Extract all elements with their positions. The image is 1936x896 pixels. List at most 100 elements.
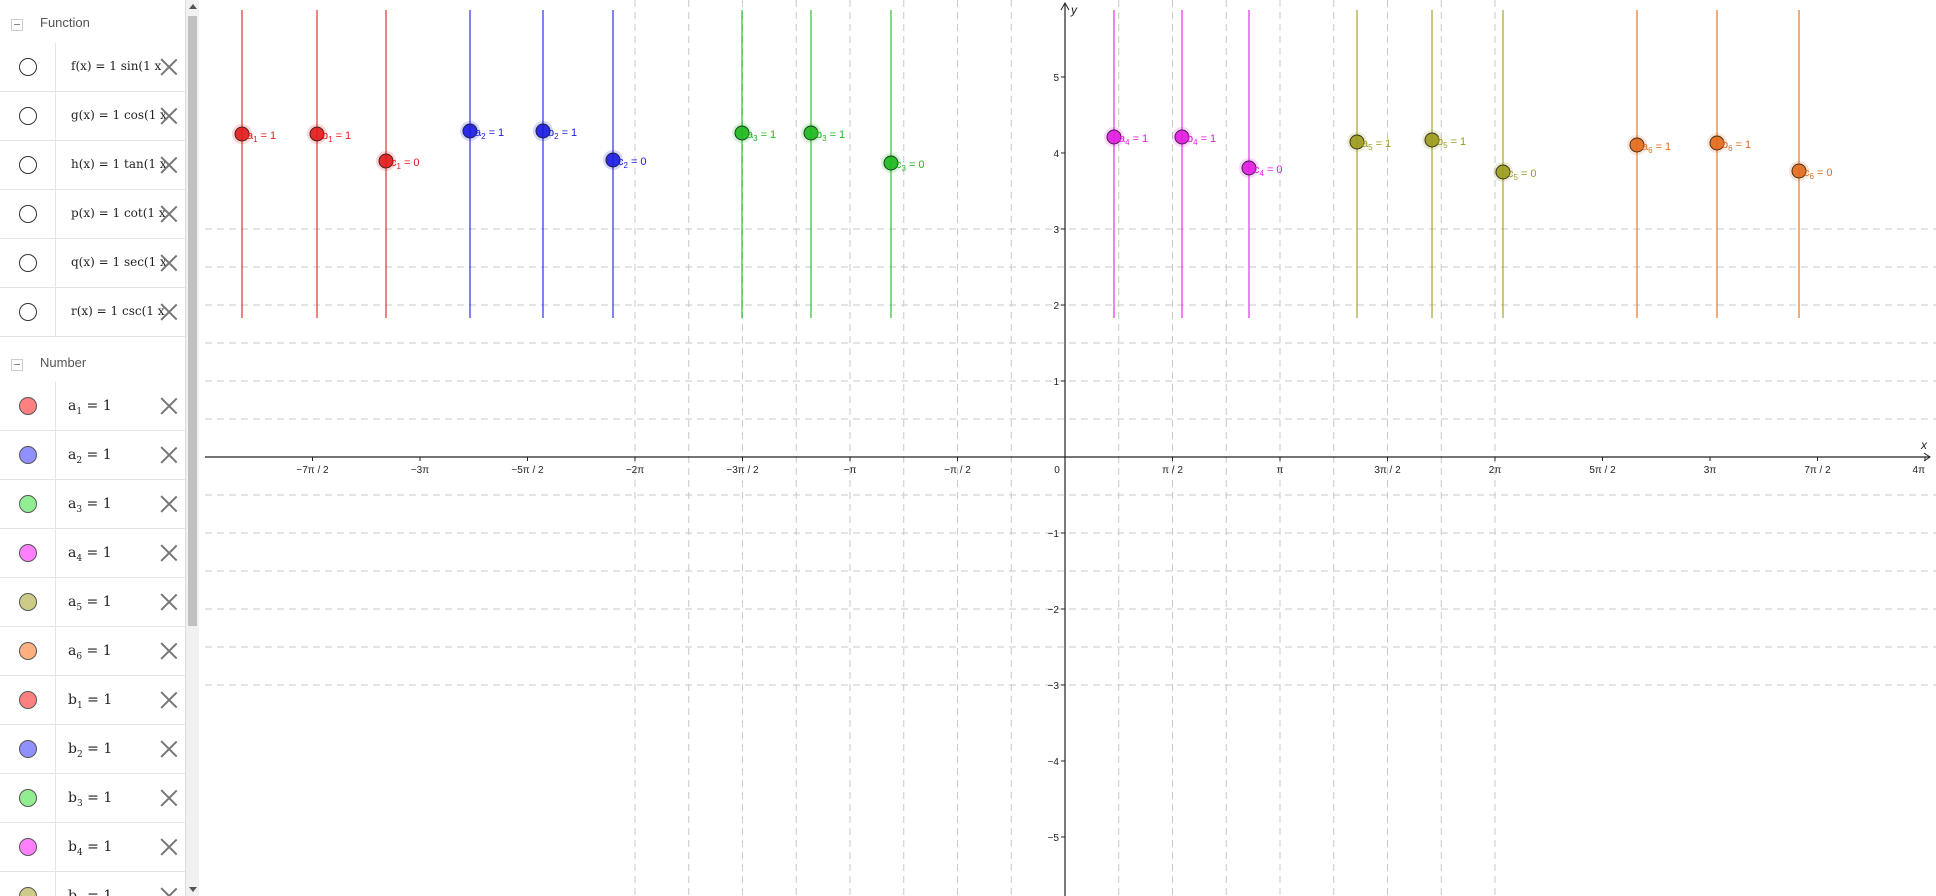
delete-icon[interactable] [160, 593, 178, 611]
slider-handle[interactable] [1629, 137, 1645, 153]
delete-icon[interactable] [160, 205, 178, 223]
delete-icon[interactable] [160, 254, 178, 272]
function-definition[interactable]: g(x) = 1 cos(1 x [71, 108, 167, 122]
number-row[interactable]: a6 = 1 [0, 627, 185, 676]
slider-handle[interactable] [1349, 134, 1365, 150]
function-r-row[interactable]: r(x) = 1 csc(1 x [0, 288, 185, 337]
slider-halo [881, 153, 901, 173]
visibility-toggle[interactable] [19, 254, 37, 272]
slider-handle[interactable] [605, 152, 621, 168]
delete-icon[interactable] [160, 446, 178, 464]
number-definition[interactable]: a6 = 1 [68, 643, 173, 662]
number-row[interactable]: a2 = 1 [0, 431, 185, 480]
number-row[interactable]: b3 = 1 [0, 774, 185, 823]
number-row[interactable]: b4 = 1 [0, 872, 185, 896]
slider-handle[interactable] [734, 125, 750, 141]
y-axis-label: y [1070, 3, 1078, 17]
number-definition[interactable]: b4 = 1 [68, 839, 173, 858]
number-definition[interactable]: b2 = 1 [68, 741, 173, 760]
visibility-toggle[interactable] [19, 495, 37, 513]
number-row[interactable]: b2 = 1 [0, 725, 185, 774]
function-group-header[interactable]: Function [0, 6, 185, 42]
slider-handle[interactable] [1791, 163, 1807, 179]
slider-handle[interactable] [1174, 129, 1190, 145]
number-definition[interactable]: a5 = 1 [68, 594, 173, 613]
slider-handle[interactable] [883, 155, 899, 171]
number-row[interactable]: a3 = 1 [0, 480, 185, 529]
visibility-toggle[interactable] [19, 205, 37, 223]
var-subscript: 2 [554, 132, 559, 141]
function-definition[interactable]: q(x) = 1 sec(1 x [71, 255, 167, 269]
visibility-toggle[interactable] [19, 789, 37, 807]
collapse-icon[interactable] [11, 19, 23, 31]
slider-handle[interactable] [234, 126, 250, 142]
number-definition[interactable]: a1 = 1 [68, 398, 173, 417]
number-definition[interactable]: b4 = 1 [68, 888, 173, 896]
scroll-thumb[interactable] [188, 16, 197, 626]
number-definition[interactable]: b3 = 1 [68, 790, 173, 809]
function-p-row[interactable]: p(x) = 1 cot(1 x [0, 190, 185, 239]
visibility-toggle[interactable] [19, 156, 37, 174]
algebra-scrollbar[interactable] [185, 0, 199, 896]
delete-icon[interactable] [160, 58, 178, 76]
slider-handle[interactable] [803, 125, 819, 141]
visibility-toggle[interactable] [19, 446, 37, 464]
slider-handle[interactable] [535, 123, 551, 139]
number-row[interactable]: a5 = 1 [0, 578, 185, 627]
number-row[interactable]: a1 = 1 [0, 382, 185, 431]
delete-icon[interactable] [160, 789, 178, 807]
visibility-toggle[interactable] [19, 887, 37, 896]
scroll-up-icon[interactable] [189, 4, 197, 9]
number-definition[interactable]: a3 = 1 [68, 496, 173, 515]
visibility-toggle[interactable] [19, 58, 37, 76]
number-row[interactable]: b1 = 1 [0, 676, 185, 725]
visibility-toggle[interactable] [19, 593, 37, 611]
delete-icon[interactable] [160, 642, 178, 660]
scroll-down-icon[interactable] [189, 887, 197, 892]
number-definition[interactable]: b1 = 1 [68, 692, 173, 711]
delete-icon[interactable] [160, 107, 178, 125]
delete-icon[interactable] [160, 838, 178, 856]
function-f-row[interactable]: f(x) = 1 sin(1 x [0, 43, 185, 92]
number-group-header[interactable]: Number [0, 346, 185, 382]
function-q-row[interactable]: q(x) = 1 sec(1 x [0, 239, 185, 288]
slider-handle[interactable] [378, 153, 394, 169]
function-definition[interactable]: r(x) = 1 csc(1 x [71, 304, 165, 318]
visibility-toggle[interactable] [19, 838, 37, 856]
delete-icon[interactable] [160, 495, 178, 513]
slider-handle[interactable] [1106, 129, 1122, 145]
number-definition[interactable]: a4 = 1 [68, 545, 173, 564]
visibility-toggle[interactable] [19, 544, 37, 562]
delete-icon[interactable] [160, 544, 178, 562]
slider-handle[interactable] [309, 126, 325, 142]
slider-handle[interactable] [462, 123, 478, 139]
delete-icon[interactable] [160, 397, 178, 415]
divider [55, 774, 56, 822]
slider-handle[interactable] [1241, 160, 1257, 176]
visibility-toggle[interactable] [19, 740, 37, 758]
visibility-toggle[interactable] [19, 107, 37, 125]
number-row[interactable]: b4 = 1 [0, 823, 185, 872]
function-definition[interactable]: p(x) = 1 cot(1 x [71, 206, 166, 220]
slider-handle[interactable] [1709, 135, 1725, 151]
collapse-icon[interactable] [11, 359, 23, 371]
slider-handle[interactable] [1424, 132, 1440, 148]
visibility-toggle[interactable] [19, 691, 37, 709]
delete-icon[interactable] [160, 303, 178, 321]
delete-icon[interactable] [160, 691, 178, 709]
delete-icon[interactable] [160, 887, 178, 896]
number-definition[interactable]: a2 = 1 [68, 447, 173, 466]
delete-icon[interactable] [160, 156, 178, 174]
slider-handle[interactable] [1495, 164, 1511, 180]
function-definition[interactable]: h(x) = 1 tan(1 x [71, 157, 167, 171]
number-row[interactable]: a4 = 1 [0, 529, 185, 578]
var-value: = 1 [87, 790, 113, 806]
function-g-row[interactable]: g(x) = 1 cos(1 x [0, 92, 185, 141]
function-definition[interactable]: f(x) = 1 sin(1 x [71, 59, 162, 73]
visibility-toggle[interactable] [19, 397, 37, 415]
visibility-toggle[interactable] [19, 303, 37, 321]
visibility-toggle[interactable] [19, 642, 37, 660]
function-h-row[interactable]: h(x) = 1 tan(1 x [0, 141, 185, 190]
delete-icon[interactable] [160, 740, 178, 758]
